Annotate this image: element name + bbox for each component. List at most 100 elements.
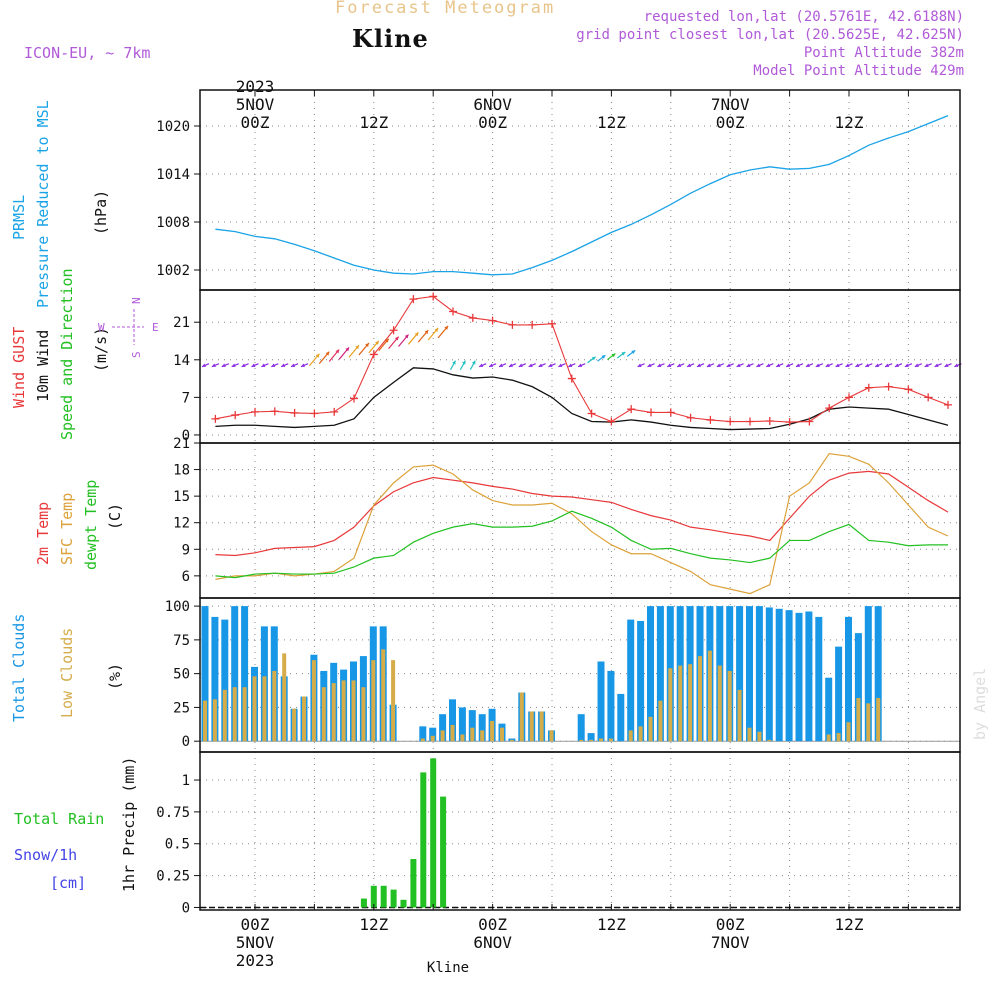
wind-direction-arrowhead — [904, 363, 909, 368]
wind-direction-arrowhead — [875, 363, 880, 368]
bottom-time-label: 00Z — [716, 915, 745, 934]
pressure-label-long: Pressure Reduced to MSL — [34, 100, 52, 308]
wind-direction-arrowhead — [499, 363, 503, 368]
wind-gust-marker — [686, 413, 695, 422]
wind-direction-label: Speed and Direction — [58, 268, 76, 440]
total-cloud-bar — [201, 606, 209, 742]
low-cloud-bar — [420, 738, 425, 742]
y-tick-label: 0 — [182, 734, 190, 750]
low-cloud-bar — [608, 738, 613, 742]
low-cloud-bar — [599, 738, 603, 742]
total-cloud-bar — [221, 619, 229, 742]
y-tick-label: 0 — [182, 428, 190, 444]
top-time-label: 00Z — [478, 113, 507, 132]
low-cloud-bar — [311, 660, 316, 742]
wind-gust-marker — [548, 319, 556, 328]
wind-direction-arrowhead — [786, 363, 791, 368]
wind-direction-arrowhead — [452, 360, 456, 365]
y-tick-label: 1014 — [156, 167, 190, 183]
wind-gust-line — [215, 295, 949, 423]
y-tick-label: 0.5 — [165, 837, 190, 853]
wind-gust-marker — [290, 408, 299, 417]
low-clouds-label: Low Clouds — [58, 628, 76, 718]
wind-gust-marker — [528, 320, 537, 329]
low-cloud-bar — [341, 680, 346, 742]
pressure-line — [215, 114, 949, 276]
wind-direction-arrowhead — [954, 363, 959, 368]
total-cloud-bar — [874, 606, 882, 742]
wind-direction-arrowhead — [621, 351, 626, 356]
wind-direction-arrowhead — [637, 363, 642, 368]
total-cloud-bar — [825, 677, 833, 742]
wind-direction-arrowhead — [355, 345, 359, 350]
compass-east-label: E — [152, 321, 159, 334]
wind-gust-marker — [251, 407, 259, 416]
wind-gust-marker — [429, 292, 438, 301]
compass-west-label: W — [98, 321, 105, 334]
requested-coordinates: requested lon,lat (20.5761E, 42.6188N) — [643, 9, 964, 25]
low-cloud-bar — [648, 716, 653, 742]
low-cloud-bar — [658, 700, 663, 742]
low-cloud-bar — [678, 665, 683, 742]
y-tick-label: 100 — [165, 599, 190, 615]
low-cloud-bar — [549, 730, 554, 742]
rain-bar — [380, 885, 387, 908]
wind-direction-arrowhead — [202, 363, 206, 368]
low-cloud-bar — [292, 708, 297, 742]
total-cloud-bar — [587, 733, 595, 742]
low-cloud-bar — [856, 697, 861, 742]
low-cloud-bar — [717, 665, 722, 742]
wind-direction-arrowhead — [221, 363, 226, 368]
bottom-time-label: 12Z — [597, 915, 626, 934]
bottom-date-label: 5NOV — [236, 933, 275, 952]
y-tick-label: 14 — [173, 353, 190, 369]
wind-gust-marker — [864, 383, 873, 392]
wind-direction-arrowhead — [251, 363, 256, 368]
wind-direction-arrowhead — [479, 363, 484, 368]
point-altitude: Point Altitude 382m — [803, 45, 964, 61]
low-cloud-bar — [490, 720, 495, 742]
low-cloud-bar — [371, 660, 376, 742]
wind-direction-arrowhead — [231, 363, 236, 368]
wind-direction-arrowhead — [434, 328, 439, 332]
total-cloud-bar — [765, 607, 773, 742]
top-date-label: 5NOV — [236, 95, 275, 114]
wind-direction-arrowhead — [924, 363, 929, 368]
total-cloud-bar — [241, 606, 249, 742]
wind-gust-marker — [924, 393, 933, 402]
low-cloud-bar — [242, 687, 247, 742]
wind-direction-arrowhead — [578, 363, 583, 368]
low-cloud-bar — [688, 664, 693, 742]
total-cloud-bar — [597, 661, 605, 742]
wind-direction-arrowhead — [601, 355, 606, 359]
wind-direction-arrowhead — [667, 363, 672, 368]
top-date-label: 7NOV — [711, 95, 750, 114]
footer-location: Kline — [427, 960, 469, 976]
wind-direction-arrowhead — [528, 363, 533, 368]
wind-direction-arrowhead — [631, 350, 636, 354]
panel-frame — [199, 751, 961, 911]
low-cloud-bar — [539, 711, 544, 742]
total-cloud-bar — [746, 606, 753, 742]
rain-bar — [440, 796, 447, 908]
wind-direction-arrowhead — [291, 363, 296, 368]
forecast-meteogram-label: Forecast Meteogram — [335, 0, 556, 18]
wind-gust-marker — [449, 307, 457, 316]
wind-direction-arrowhead — [281, 363, 286, 368]
low-cloud-bar — [282, 653, 287, 742]
total-cloud-bar — [785, 610, 793, 742]
low-cloud-bar — [272, 670, 277, 742]
low-cloud-bar — [579, 739, 584, 742]
wind-gust-marker — [330, 407, 339, 416]
y-tick-label: 18 — [173, 463, 190, 479]
wind-direction-arrowhead — [489, 363, 494, 368]
total-cloud-bar — [647, 606, 654, 742]
wind-gust-marker — [270, 407, 279, 416]
wind-direction-arrowhead — [736, 363, 741, 368]
top-time-label: 00Z — [716, 113, 745, 132]
wind-direction-arrowhead — [444, 325, 449, 330]
wind-gust-marker — [904, 385, 913, 394]
rain-bar — [430, 758, 437, 908]
wind-direction-arrowhead — [315, 353, 320, 358]
